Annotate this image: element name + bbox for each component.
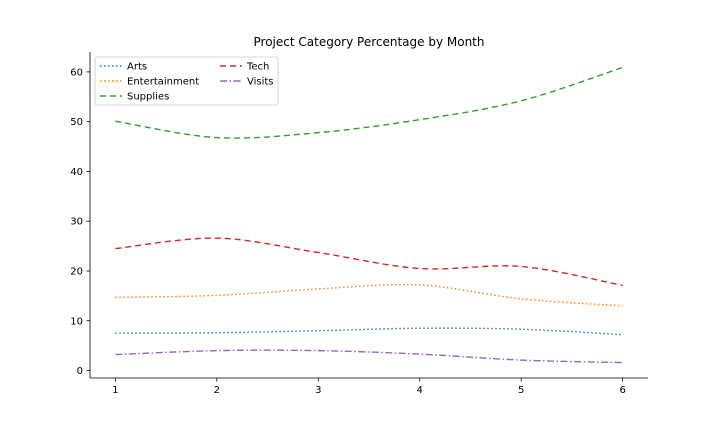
series-lines — [115, 66, 623, 364]
x-axis-ticks: 1 2 3 4 5 6 — [112, 378, 626, 396]
legend: Arts Entertainment Supplies Tech Visits — [94, 56, 279, 106]
x-tick-label: 2 — [214, 385, 220, 396]
series-line-supplies — [115, 66, 623, 139]
y-axis-ticks: 0 10 20 30 40 50 60 — [70, 67, 90, 377]
legend-box — [94, 56, 279, 106]
y-tick-label: 40 — [70, 167, 83, 178]
y-tick-label: 20 — [70, 266, 83, 277]
y-tick-label: 0 — [77, 366, 83, 377]
legend-label-supplies: Supplies — [127, 92, 169, 103]
legend-label-arts: Arts — [127, 62, 147, 73]
legend-label-entertainment: Entertainment — [127, 77, 199, 88]
series-line-arts — [115, 327, 623, 336]
axes — [89, 52, 648, 379]
series-line-entertainment — [115, 283, 623, 307]
x-tick-label: 6 — [619, 385, 625, 396]
y-tick-label: 10 — [70, 316, 83, 327]
x-tick-label: 5 — [518, 385, 524, 396]
y-tick-label: 60 — [70, 67, 83, 78]
x-tick-label: 1 — [112, 385, 118, 396]
x-tick-label: 4 — [417, 385, 423, 396]
y-tick-label: 30 — [70, 217, 83, 228]
series-line-visits — [115, 349, 623, 364]
chart-title: Project Category Percentage by Month — [254, 35, 485, 49]
legend-label-tech: Tech — [246, 62, 269, 73]
legend-label-visits: Visits — [247, 77, 274, 88]
y-tick-label: 50 — [70, 117, 83, 128]
series-line-tech — [115, 237, 623, 287]
x-tick-label: 3 — [315, 385, 321, 396]
